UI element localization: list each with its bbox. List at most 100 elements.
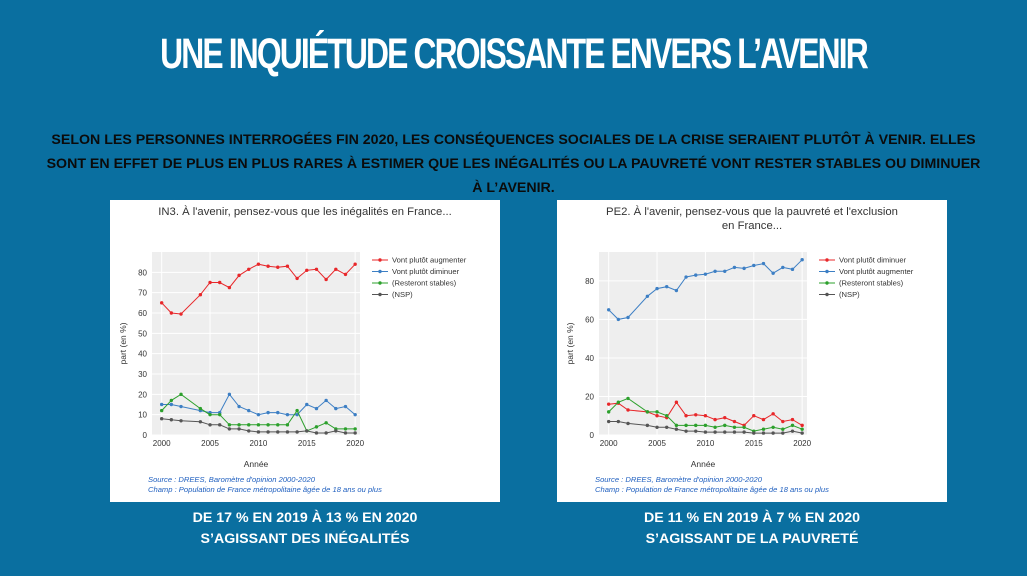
x-tick-label: 2015 (745, 439, 763, 448)
data-point (208, 423, 212, 427)
legend-marker (378, 281, 382, 285)
legend-label: Vont plutôt diminuer (392, 267, 460, 276)
data-point (314, 425, 319, 429)
data-point (606, 419, 611, 424)
caption-line: S’AGISSANT DES INÉGALITÉS (200, 531, 410, 547)
data-point (616, 400, 621, 404)
x-tick-label: 2000 (153, 439, 171, 448)
data-point (305, 402, 309, 407)
y-tick-label: 40 (585, 354, 594, 363)
chart-title-line: PE2. À l'avenir, pensez-vous que la pauv… (606, 206, 898, 218)
data-point (179, 404, 183, 409)
data-point (179, 312, 183, 316)
data-point (198, 293, 203, 297)
champ-line: Champ : Population de France métropolita… (595, 485, 829, 494)
x-tick-label: 2010 (250, 439, 268, 448)
data-point (208, 280, 212, 285)
data-point (353, 262, 357, 266)
data-point (713, 269, 717, 273)
x-axis-label: Année (244, 459, 269, 469)
data-point (761, 417, 766, 422)
data-point (665, 414, 669, 418)
plot-background (599, 252, 807, 435)
data-point (800, 423, 804, 428)
data-point (684, 429, 688, 433)
data-point (237, 423, 241, 427)
data-point (742, 425, 746, 429)
data-point (655, 414, 659, 418)
legend-label: (Resteront stables) (839, 279, 904, 288)
data-point (781, 419, 785, 424)
data-point (674, 288, 679, 293)
x-tick-label: 2015 (298, 439, 316, 448)
data-point (771, 271, 775, 275)
data-point (655, 425, 659, 429)
data-point (771, 431, 775, 435)
data-point (324, 421, 328, 425)
series-line (161, 263, 356, 315)
data-point (305, 429, 309, 433)
data-point (713, 417, 717, 422)
legend-label: Vont plutôt augmenter (839, 267, 914, 276)
chart-title: IN3. À l'avenir, pensez-vous que les iné… (158, 206, 452, 218)
data-point (655, 410, 659, 414)
legend-marker (378, 269, 382, 274)
legend-label: (NSP) (392, 290, 413, 299)
data-point (606, 402, 611, 406)
data-point (169, 402, 174, 407)
data-point (752, 414, 756, 418)
data-point (626, 421, 630, 426)
data-point (266, 410, 270, 415)
series-line (608, 259, 803, 320)
data-point (781, 265, 785, 270)
page-subtitle: SELON LES PERSONNES INTERROGÉES FIN 2020… (46, 132, 981, 196)
data-point (324, 277, 328, 282)
data-point (334, 406, 338, 411)
data-point (295, 430, 299, 434)
caption-inegalites: DE 17 % EN 2019 À 13 % EN 2020 S’AGISSAN… (110, 508, 500, 550)
data-point (723, 430, 727, 434)
data-point (732, 425, 737, 429)
data-point (790, 423, 795, 428)
data-point (655, 286, 659, 291)
data-point (353, 412, 357, 417)
data-point (732, 265, 737, 270)
chart-source: Source : DREES, Baromètre d'opinion 2000… (148, 475, 382, 495)
data-point (703, 423, 708, 428)
source-line: Source : DREES, Baromètre d'opinion 2000… (148, 475, 315, 484)
y-tick-label: 60 (585, 315, 594, 324)
legend-marker (378, 258, 382, 262)
data-point (334, 267, 338, 271)
data-point (314, 431, 319, 435)
data-point (159, 301, 164, 305)
data-point (645, 294, 650, 299)
data-point (169, 398, 174, 403)
data-point (237, 273, 241, 278)
data-point (159, 402, 164, 407)
data-point (295, 276, 299, 281)
data-point (694, 273, 698, 277)
data-point (713, 425, 717, 429)
data-point (169, 418, 174, 422)
data-point (606, 308, 611, 312)
data-point (266, 264, 270, 268)
legend-marker (825, 292, 829, 297)
data-point (606, 410, 611, 414)
data-point (694, 423, 698, 428)
legend-marker (825, 281, 829, 285)
x-tick-label: 2020 (793, 439, 811, 448)
data-point (227, 423, 232, 427)
data-point (169, 311, 174, 315)
chart-inegalites: 0 10 20 30 40 50 60 70 80 2000 2005 2010 2015 2020 Ann… (118, 252, 467, 469)
series-line (161, 393, 356, 432)
data-point (285, 264, 290, 268)
data-point (314, 406, 319, 411)
y-axis-label: part (en %) (565, 322, 575, 364)
data-point (694, 429, 698, 433)
data-point (353, 427, 357, 431)
y-tick-label: 80 (585, 277, 594, 286)
data-point (276, 265, 280, 269)
data-point (237, 427, 241, 431)
y-tick-label: 60 (138, 309, 147, 318)
data-point (703, 414, 708, 418)
